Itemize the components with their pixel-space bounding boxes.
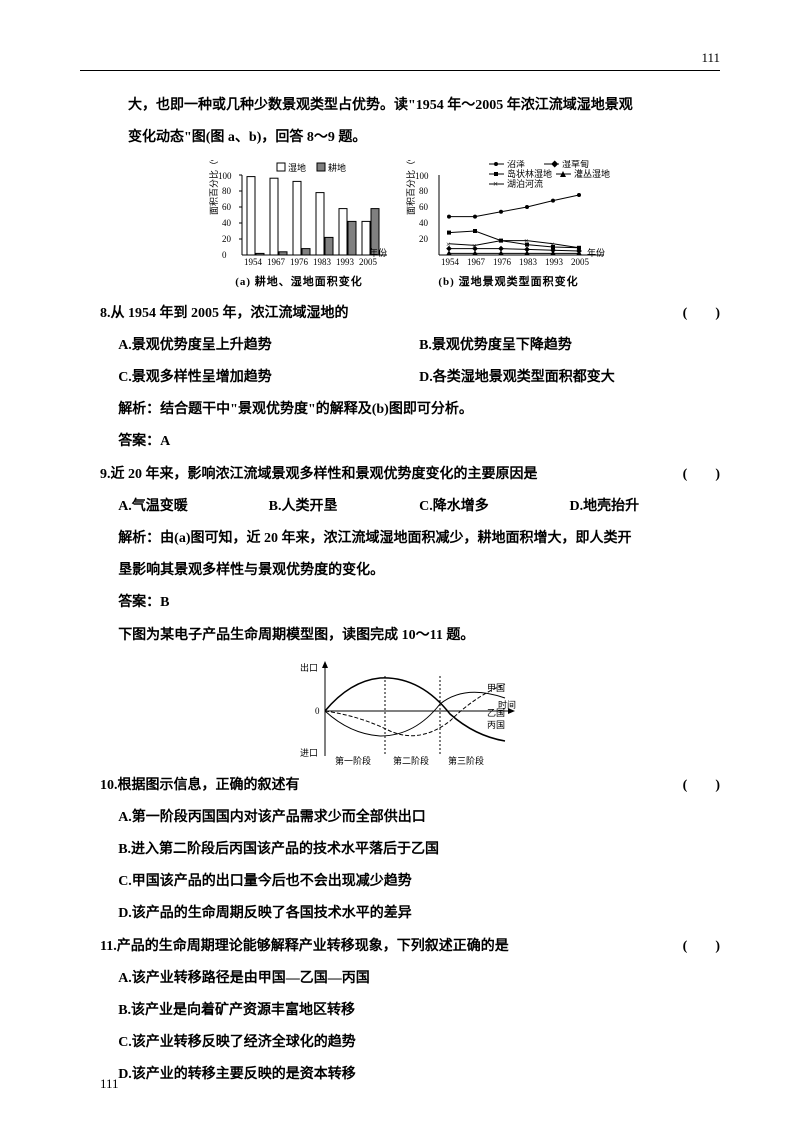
svg-text:1993: 1993: [336, 257, 355, 267]
svg-text:1976: 1976: [290, 257, 309, 267]
page-number-top: 111: [701, 50, 720, 66]
q11-A: A.该产业转移路径是由甲国—乙国—丙国: [100, 963, 720, 995]
q11-B: B.该产业是向着矿产资源丰富地区转移: [100, 995, 720, 1027]
svg-text:1983: 1983: [519, 257, 538, 267]
svg-text:60: 60: [419, 202, 429, 212]
svg-text:20: 20: [419, 234, 429, 244]
svg-text:40: 40: [222, 218, 232, 228]
svg-text:1976: 1976: [493, 257, 512, 267]
q9-D: D.地壳抬升: [570, 491, 720, 523]
figure2: 出口 进口 0 时间 甲国 乙国 丙国 第一阶段 第二阶段 第三阶段: [100, 656, 720, 766]
q9-explain1: 解析：由(a)图可知，近 20 年来，浓江流域湿地面积减少，耕地面积增大，即人类…: [100, 523, 720, 555]
lifecycle-chart-icon: 出口 进口 0 时间 甲国 乙国 丙国 第一阶段 第二阶段 第三阶段: [280, 656, 540, 766]
q11-text: 11.产品的生命周期理论能够解释产业转移现象，下列叙述正确的是: [100, 931, 509, 963]
svg-text:×: ×: [524, 237, 529, 246]
svg-text:湖泊河流: 湖泊河流: [507, 178, 543, 189]
chart-b: 沼泽 湿草甸 岛状林湿地 灌丛湿地 × 湖泊河流 20 40: [404, 160, 614, 295]
chart-b-caption: (b) 湿地景观类型面积变化: [438, 270, 578, 295]
svg-text:80: 80: [222, 186, 232, 196]
q9-B: B.人类开垦: [269, 491, 419, 523]
q8-text: 8.从 1954 年到 2005 年，浓江流域湿地的: [100, 298, 349, 330]
q9-bracket: ( ): [683, 459, 720, 491]
svg-text:湿地: 湿地: [288, 162, 306, 173]
q10-C: C.甲国该产品的出口量今后也不会出现减少趋势: [100, 866, 720, 898]
q8-answer: 答案：A: [100, 426, 720, 458]
svg-text:1967: 1967: [467, 257, 486, 267]
bar-chart-icon: 湿地 耕地 0 20 40 60 80 100: [207, 160, 392, 270]
figure1: 湿地 耕地 0 20 40 60 80 100: [100, 160, 720, 295]
q11-bracket: ( ): [683, 931, 720, 963]
q8-options-row2: C.景观多样性呈增加趋势 D.各类湿地景观类型面积都变大: [100, 362, 720, 394]
q9-text: 9.近 20 年来，影响浓江流域景观多样性和景观优势度变化的主要原因是: [100, 459, 538, 491]
q9-options: A.气温变暖 B.人类开垦 C.降水增多 D.地壳抬升: [100, 491, 720, 523]
q8-explain: 解析：结合题干中"景观优势度"的解释及(b)图即可分析。: [100, 394, 720, 426]
svg-text:丙国: 丙国: [487, 720, 505, 730]
svg-text:出口: 出口: [300, 662, 318, 673]
intro2: 下图为某电子产品生命周期模型图，读图完成 10～11 题。: [100, 620, 720, 652]
q8-stem: 8.从 1954 年到 2005 年，浓江流域湿地的 ( ): [100, 298, 720, 330]
svg-text:1967: 1967: [267, 257, 286, 267]
svg-text:1954: 1954: [244, 257, 263, 267]
svg-text:湿草甸: 湿草甸: [562, 160, 589, 169]
svg-text:甲国: 甲国: [487, 683, 505, 693]
q9-C: C.降水增多: [419, 491, 569, 523]
q10-stem: 10.根据图示信息，正确的叙述有 ( ): [100, 770, 720, 802]
svg-text:1983: 1983: [313, 257, 332, 267]
top-rule: [80, 70, 720, 71]
q10-A: A.第一阶段丙国国内对该产品需求少而全部供出口: [100, 802, 720, 834]
q10-bracket: ( ): [683, 770, 720, 802]
svg-text:1954: 1954: [441, 257, 460, 267]
svg-text:20: 20: [222, 234, 232, 244]
svg-text:耕地: 耕地: [328, 162, 346, 173]
intro-line2: 变化动态"图(图 a、b)，回答 8～9 题。: [100, 122, 720, 154]
q10-D: D.该产品的生命周期反映了各国技术水平的差异: [100, 898, 720, 930]
svg-text:第二阶段: 第二阶段: [393, 755, 429, 766]
svg-text:2005: 2005: [571, 257, 590, 267]
q10-B: B.进入第二阶段后丙国该产品的技术水平落后于乙国: [100, 834, 720, 866]
svg-text:面积百分比（%）: 面积百分比（%）: [208, 160, 219, 215]
q9-explain2: 垦影响其景观多样性与景观优势度的变化。: [100, 555, 720, 587]
svg-text:×: ×: [498, 237, 503, 246]
svg-text:年份: 年份: [587, 247, 605, 258]
svg-text:岛状林湿地: 岛状林湿地: [507, 168, 552, 179]
svg-text:乙国: 乙国: [487, 708, 505, 718]
svg-text:年份: 年份: [369, 247, 387, 258]
q10-text: 10.根据图示信息，正确的叙述有: [100, 770, 300, 802]
q9-A: A.气温变暖: [118, 491, 268, 523]
q8-options-row1: A.景观优势度呈上升趋势 B.景观优势度呈下降趋势: [100, 330, 720, 362]
q8-A: A.景观优势度呈上升趋势: [118, 330, 419, 362]
svg-text:×: ×: [550, 240, 555, 249]
svg-text:沼泽: 沼泽: [507, 160, 525, 169]
svg-text:100: 100: [415, 171, 429, 181]
chart-a: 湿地 耕地 0 20 40 60 80 100: [207, 160, 392, 295]
svg-text:第三阶段: 第三阶段: [448, 755, 484, 766]
svg-text:0: 0: [315, 706, 320, 716]
svg-text:第一阶段: 第一阶段: [335, 755, 371, 766]
line-chart-icon: 沼泽 湿草甸 岛状林湿地 灌丛湿地 × 湖泊河流 20 40: [404, 160, 614, 270]
svg-text:80: 80: [419, 186, 429, 196]
page-number-bottom: 111: [100, 1076, 119, 1092]
svg-text:灌丛湿地: 灌丛湿地: [574, 168, 610, 179]
chart-a-caption: (a) 耕地、湿地面积变化: [235, 270, 363, 295]
q9-stem: 9.近 20 年来，影响浓江流域景观多样性和景观优势度变化的主要原因是 ( ): [100, 459, 720, 491]
q11-C: C.该产业转移反映了经济全球化的趋势: [100, 1027, 720, 1059]
q8-B: B.景观优势度呈下降趋势: [419, 330, 720, 362]
svg-text:60: 60: [222, 202, 232, 212]
svg-text:0: 0: [222, 250, 227, 260]
svg-text:2005: 2005: [359, 257, 378, 267]
svg-text:进口: 进口: [300, 748, 318, 758]
q11-stem: 11.产品的生命周期理论能够解释产业转移现象，下列叙述正确的是 ( ): [100, 931, 720, 963]
svg-text:40: 40: [419, 218, 429, 228]
content: 大，也即一种或几种少数景观类型占优势。读"1954 年～2005 年浓江流域湿地…: [100, 90, 720, 1092]
intro-line1: 大，也即一种或几种少数景观类型占优势。读"1954 年～2005 年浓江流域湿地…: [100, 90, 720, 122]
q8-D: D.各类湿地景观类型面积都变大: [419, 362, 720, 394]
q9-answer: 答案：B: [100, 587, 720, 619]
svg-text:面积百分比（%）: 面积百分比（%）: [405, 160, 416, 215]
svg-text:1993: 1993: [545, 257, 564, 267]
q11-D: D.该产业的转移主要反映的是资本转移: [100, 1059, 720, 1091]
svg-text:×: ×: [493, 179, 498, 189]
q8-C: C.景观多样性呈增加趋势: [118, 362, 419, 394]
q8-bracket: ( ): [683, 298, 720, 330]
svg-text:100: 100: [218, 171, 232, 181]
